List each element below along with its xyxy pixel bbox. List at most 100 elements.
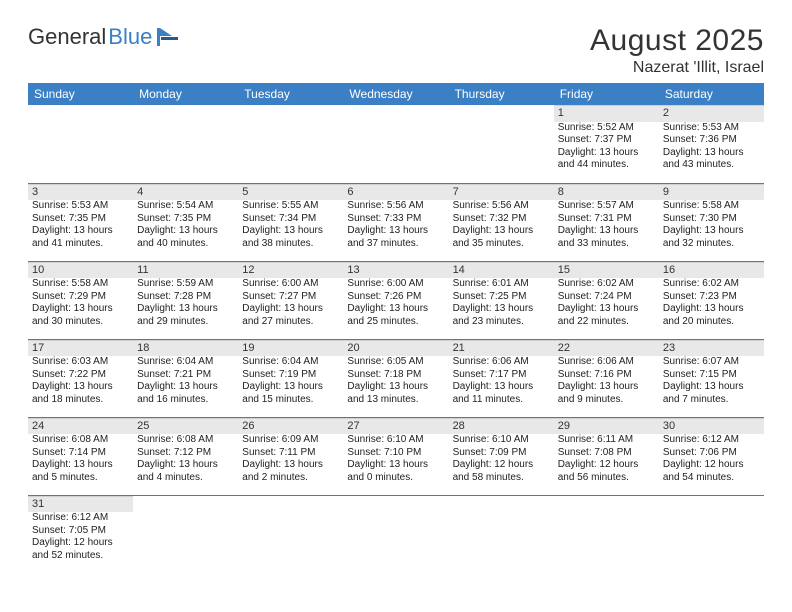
calendar-cell: 1Sunrise: 5:52 AMSunset: 7:37 PMDaylight… xyxy=(554,105,659,183)
day-number: 28 xyxy=(449,418,554,435)
daylight-line: Daylight: 13 hours and 44 minutes. xyxy=(558,147,655,172)
day-number: 23 xyxy=(659,340,764,357)
calendar-cell xyxy=(659,495,764,573)
day-number: 27 xyxy=(343,418,448,435)
sunrise-line: Sunrise: 5:52 AM xyxy=(558,122,655,135)
daylight-line: Daylight: 12 hours and 54 minutes. xyxy=(663,459,760,484)
sunset-line: Sunset: 7:34 PM xyxy=(242,213,339,226)
calendar-cell: 4Sunrise: 5:54 AMSunset: 7:35 PMDaylight… xyxy=(133,183,238,261)
daylight-line: Daylight: 13 hours and 30 minutes. xyxy=(32,303,129,328)
sunrise-line: Sunrise: 6:12 AM xyxy=(663,434,760,447)
sunrise-line: Sunrise: 6:04 AM xyxy=(137,356,234,369)
sunset-line: Sunset: 7:30 PM xyxy=(663,213,760,226)
day-details: Sunrise: 5:58 AMSunset: 7:29 PMDaylight:… xyxy=(28,278,133,332)
sunset-line: Sunset: 7:22 PM xyxy=(32,369,129,382)
sunset-line: Sunset: 7:33 PM xyxy=(347,213,444,226)
day-details: Sunrise: 5:55 AMSunset: 7:34 PMDaylight:… xyxy=(238,200,343,254)
calendar-cell xyxy=(133,105,238,183)
day-details: Sunrise: 6:04 AMSunset: 7:19 PMDaylight:… xyxy=(238,356,343,410)
sunrise-line: Sunrise: 6:06 AM xyxy=(558,356,655,369)
day-number: 7 xyxy=(449,184,554,201)
sunset-line: Sunset: 7:32 PM xyxy=(453,213,550,226)
calendar-body: 1Sunrise: 5:52 AMSunset: 7:37 PMDaylight… xyxy=(28,105,764,573)
sunrise-line: Sunrise: 6:01 AM xyxy=(453,278,550,291)
sunset-line: Sunset: 7:19 PM xyxy=(242,369,339,382)
title-block: August 2025 Nazerat 'Illit, Israel xyxy=(590,24,764,77)
day-number: 31 xyxy=(28,496,133,513)
sunset-line: Sunset: 7:06 PM xyxy=(663,447,760,460)
sunrise-line: Sunrise: 6:02 AM xyxy=(558,278,655,291)
day-number: 8 xyxy=(554,184,659,201)
daylight-line: Daylight: 13 hours and 41 minutes. xyxy=(32,225,129,250)
brand-logo: GeneralBlue xyxy=(28,24,182,50)
day-details: Sunrise: 5:56 AMSunset: 7:32 PMDaylight:… xyxy=(449,200,554,254)
sunset-line: Sunset: 7:26 PM xyxy=(347,291,444,304)
day-number: 3 xyxy=(28,184,133,201)
calendar-cell: 6Sunrise: 5:56 AMSunset: 7:33 PMDaylight… xyxy=(343,183,448,261)
sunset-line: Sunset: 7:36 PM xyxy=(663,134,760,147)
daylight-line: Daylight: 13 hours and 2 minutes. xyxy=(242,459,339,484)
daylight-line: Daylight: 13 hours and 27 minutes. xyxy=(242,303,339,328)
sunrise-line: Sunrise: 5:55 AM xyxy=(242,200,339,213)
calendar-row: 17Sunrise: 6:03 AMSunset: 7:22 PMDayligh… xyxy=(28,339,764,417)
calendar-cell: 3Sunrise: 5:53 AMSunset: 7:35 PMDaylight… xyxy=(28,183,133,261)
day-number: 10 xyxy=(28,262,133,279)
daylight-line: Daylight: 13 hours and 9 minutes. xyxy=(558,381,655,406)
sunrise-line: Sunrise: 5:57 AM xyxy=(558,200,655,213)
day-details: Sunrise: 6:10 AMSunset: 7:09 PMDaylight:… xyxy=(449,434,554,488)
calendar-cell: 14Sunrise: 6:01 AMSunset: 7:25 PMDayligh… xyxy=(449,261,554,339)
calendar-cell: 21Sunrise: 6:06 AMSunset: 7:17 PMDayligh… xyxy=(449,339,554,417)
sunrise-line: Sunrise: 6:10 AM xyxy=(347,434,444,447)
calendar-cell xyxy=(28,105,133,183)
header: GeneralBlue August 2025 Nazerat 'Illit, … xyxy=(28,24,764,77)
day-details: Sunrise: 6:11 AMSunset: 7:08 PMDaylight:… xyxy=(554,434,659,488)
calendar-table: SundayMondayTuesdayWednesdayThursdayFrid… xyxy=(28,83,764,573)
day-number: 1 xyxy=(554,105,659,122)
daylight-line: Daylight: 13 hours and 43 minutes. xyxy=(663,147,760,172)
sunset-line: Sunset: 7:17 PM xyxy=(453,369,550,382)
day-details: Sunrise: 6:03 AMSunset: 7:22 PMDaylight:… xyxy=(28,356,133,410)
day-details: Sunrise: 6:08 AMSunset: 7:12 PMDaylight:… xyxy=(133,434,238,488)
daylight-line: Daylight: 13 hours and 35 minutes. xyxy=(453,225,550,250)
calendar-page: GeneralBlue August 2025 Nazerat 'Illit, … xyxy=(0,0,792,583)
day-number: 20 xyxy=(343,340,448,357)
sunset-line: Sunset: 7:29 PM xyxy=(32,291,129,304)
day-details: Sunrise: 5:53 AMSunset: 7:36 PMDaylight:… xyxy=(659,122,764,176)
calendar-cell: 18Sunrise: 6:04 AMSunset: 7:21 PMDayligh… xyxy=(133,339,238,417)
day-number: 14 xyxy=(449,262,554,279)
sunrise-line: Sunrise: 6:00 AM xyxy=(242,278,339,291)
sunrise-line: Sunrise: 5:59 AM xyxy=(137,278,234,291)
day-number: 22 xyxy=(554,340,659,357)
calendar-cell xyxy=(343,105,448,183)
day-details: Sunrise: 6:12 AMSunset: 7:06 PMDaylight:… xyxy=(659,434,764,488)
sunset-line: Sunset: 7:05 PM xyxy=(32,525,129,538)
day-details: Sunrise: 6:02 AMSunset: 7:23 PMDaylight:… xyxy=(659,278,764,332)
calendar-cell xyxy=(133,495,238,573)
daylight-line: Daylight: 13 hours and 4 minutes. xyxy=(137,459,234,484)
sunrise-line: Sunrise: 6:12 AM xyxy=(32,512,129,525)
sunrise-line: Sunrise: 6:04 AM xyxy=(242,356,339,369)
calendar-cell: 12Sunrise: 6:00 AMSunset: 7:27 PMDayligh… xyxy=(238,261,343,339)
day-details: Sunrise: 6:00 AMSunset: 7:27 PMDaylight:… xyxy=(238,278,343,332)
calendar-row: 31Sunrise: 6:12 AMSunset: 7:05 PMDayligh… xyxy=(28,495,764,573)
sunset-line: Sunset: 7:11 PM xyxy=(242,447,339,460)
sunset-line: Sunset: 7:24 PM xyxy=(558,291,655,304)
day-number: 30 xyxy=(659,418,764,435)
calendar-cell: 29Sunrise: 6:11 AMSunset: 7:08 PMDayligh… xyxy=(554,417,659,495)
day-details: Sunrise: 6:12 AMSunset: 7:05 PMDaylight:… xyxy=(28,512,133,566)
calendar-cell: 17Sunrise: 6:03 AMSunset: 7:22 PMDayligh… xyxy=(28,339,133,417)
weekday-friday: Friday xyxy=(554,83,659,105)
weekday-header: SundayMondayTuesdayWednesdayThursdayFrid… xyxy=(28,83,764,105)
sunset-line: Sunset: 7:37 PM xyxy=(558,134,655,147)
daylight-line: Daylight: 13 hours and 13 minutes. xyxy=(347,381,444,406)
day-number: 15 xyxy=(554,262,659,279)
calendar-row: 10Sunrise: 5:58 AMSunset: 7:29 PMDayligh… xyxy=(28,261,764,339)
sunrise-line: Sunrise: 6:06 AM xyxy=(453,356,550,369)
daylight-line: Daylight: 13 hours and 16 minutes. xyxy=(137,381,234,406)
weekday-monday: Monday xyxy=(133,83,238,105)
calendar-cell: 27Sunrise: 6:10 AMSunset: 7:10 PMDayligh… xyxy=(343,417,448,495)
day-details: Sunrise: 5:53 AMSunset: 7:35 PMDaylight:… xyxy=(28,200,133,254)
calendar-cell: 20Sunrise: 6:05 AMSunset: 7:18 PMDayligh… xyxy=(343,339,448,417)
day-details: Sunrise: 5:52 AMSunset: 7:37 PMDaylight:… xyxy=(554,122,659,176)
day-details: Sunrise: 6:08 AMSunset: 7:14 PMDaylight:… xyxy=(28,434,133,488)
